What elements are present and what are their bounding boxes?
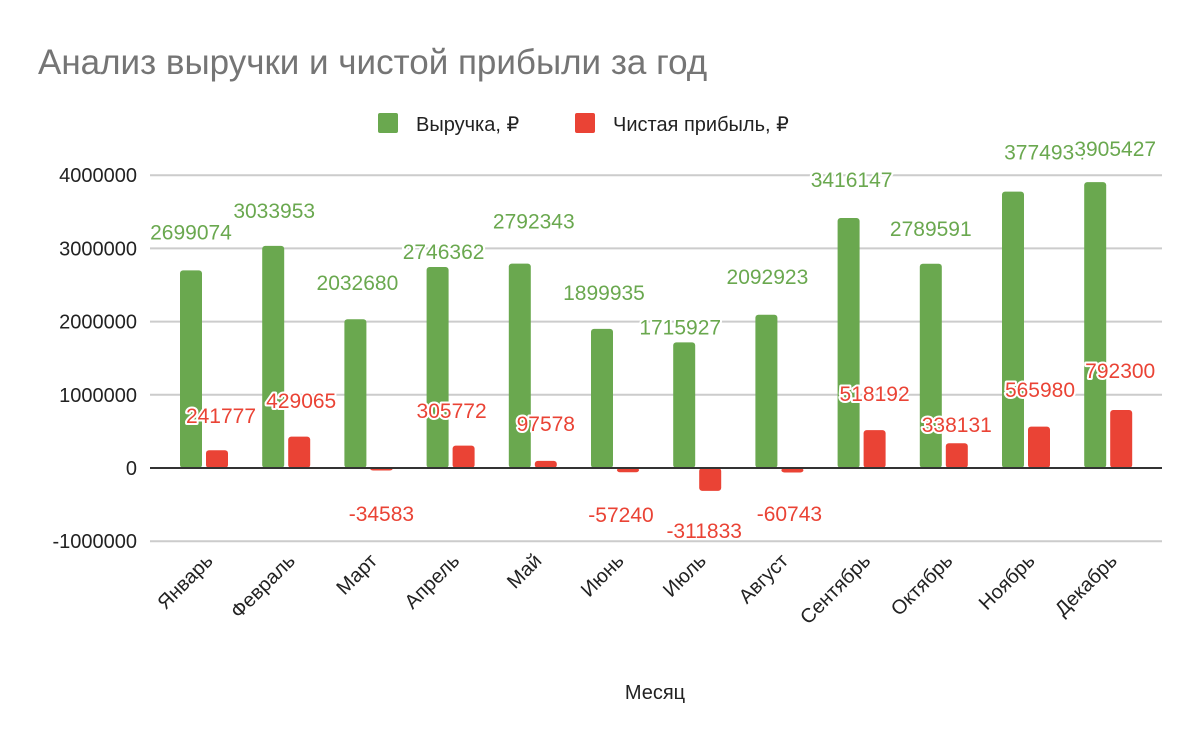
y-tick-label: 0 bbox=[126, 458, 137, 480]
x-tick-label: Сентябрь bbox=[796, 550, 875, 629]
data-label-revenue: 2789591 bbox=[890, 218, 972, 241]
bar-revenue bbox=[180, 270, 202, 468]
data-label-revenue: 3416147 bbox=[811, 169, 893, 192]
y-tick-label: 4000000 bbox=[59, 165, 137, 187]
data-label-profit: 97578 bbox=[517, 413, 575, 436]
data-label-profit: 792300 bbox=[1085, 360, 1155, 383]
data-label-revenue: 1899935 bbox=[563, 282, 645, 305]
bar-profit bbox=[534, 460, 557, 468]
data-label-profit: 305772 bbox=[417, 400, 487, 423]
x-tick-label: Март bbox=[333, 550, 382, 599]
legend-label-profit: Чистая прибыль, ₽ bbox=[613, 114, 789, 136]
bars bbox=[180, 182, 1133, 491]
x-tick-label: Июль bbox=[659, 550, 711, 602]
bar-revenue bbox=[837, 217, 860, 468]
data-label-revenue: 3905427 bbox=[1074, 138, 1156, 161]
x-tick-label: Октябрь bbox=[887, 550, 957, 620]
bar-revenue bbox=[508, 263, 531, 468]
data-label-profit: 241777 bbox=[186, 405, 256, 428]
data-label-profit: -57240 bbox=[588, 504, 653, 527]
x-axis-title: Месяц bbox=[625, 682, 685, 704]
bar-revenue bbox=[755, 314, 778, 468]
bar-profit bbox=[617, 468, 639, 473]
bar-profit bbox=[452, 445, 475, 468]
x-tick-label: Декабрь bbox=[1051, 550, 1122, 621]
data-label-revenue: 1715927 bbox=[639, 316, 721, 339]
x-tick-label: Май bbox=[503, 550, 546, 593]
x-axis-ticks: Январь Февраль Март Апрель Май Июнь Июль Август… bbox=[153, 550, 1121, 629]
legend: Выручка, ₽ Чистая прибыль, ₽ bbox=[378, 113, 789, 136]
bar-revenue bbox=[673, 342, 696, 468]
y-tick-label: 3000000 bbox=[59, 238, 137, 260]
bar-revenue bbox=[1002, 191, 1024, 468]
data-label-profit: 565980 bbox=[1005, 379, 1075, 402]
legend-label-revenue: Выручка, ₽ bbox=[416, 114, 519, 136]
gridlines bbox=[150, 174, 1162, 543]
x-tick-label: Январь bbox=[153, 550, 217, 614]
legend-swatch-revenue bbox=[378, 113, 398, 133]
data-label-revenue: 3774934 bbox=[1004, 142, 1086, 165]
data-label-revenue: 2699074 bbox=[150, 221, 232, 244]
x-tick-label: Ноябрь bbox=[975, 550, 1040, 615]
data-label-profit: -34583 bbox=[349, 503, 414, 526]
bar-revenue bbox=[591, 328, 613, 468]
data-label-revenue: 2092923 bbox=[727, 266, 809, 289]
data-label-revenue: 2032680 bbox=[317, 272, 399, 295]
data-label-revenue: 2746362 bbox=[403, 241, 485, 264]
bar-profit bbox=[288, 436, 311, 468]
data-label-revenue: 2792343 bbox=[493, 211, 575, 234]
bar-profit bbox=[781, 468, 804, 473]
data-label-revenue: 3033953 bbox=[233, 200, 315, 223]
bar-profit bbox=[1028, 426, 1050, 468]
bar-profit bbox=[863, 430, 886, 468]
data-label-profit: -60743 bbox=[757, 503, 822, 526]
data-label-profit: 338131 bbox=[922, 414, 992, 437]
bar-revenue bbox=[262, 245, 285, 468]
bar-revenue bbox=[344, 319, 367, 468]
x-tick-label: Август bbox=[735, 550, 793, 608]
chart-title: Анализ выручки и чистой прибыли за год bbox=[38, 43, 707, 82]
data-labels: 2699074 241777 3033953 429065 2032680 -34583 2… bbox=[148, 136, 1158, 545]
y-tick-label: -1000000 bbox=[52, 531, 137, 553]
data-label-profit: 429065 bbox=[266, 390, 336, 413]
x-tick-label: Апрель bbox=[401, 550, 465, 614]
bar-revenue bbox=[919, 263, 942, 468]
x-tick-label: Июнь bbox=[577, 550, 629, 602]
data-label-profit: -311833 bbox=[666, 520, 742, 543]
bar-profit bbox=[206, 450, 228, 468]
y-tick-label: 1000000 bbox=[59, 385, 137, 407]
bar-profit bbox=[1110, 410, 1133, 468]
bar-revenue bbox=[426, 266, 449, 468]
bar-revenue bbox=[1084, 182, 1107, 468]
y-axis-ticks: -1000000 0 1000000 2000000 3000000 4000000 bbox=[52, 165, 137, 553]
y-tick-label: 2000000 bbox=[59, 312, 137, 334]
bar-profit bbox=[945, 443, 968, 468]
bar-profit bbox=[699, 468, 722, 491]
data-label-profit: 518192 bbox=[840, 383, 910, 406]
x-tick-label: Февраль bbox=[227, 550, 300, 623]
legend-swatch-profit bbox=[575, 113, 595, 133]
